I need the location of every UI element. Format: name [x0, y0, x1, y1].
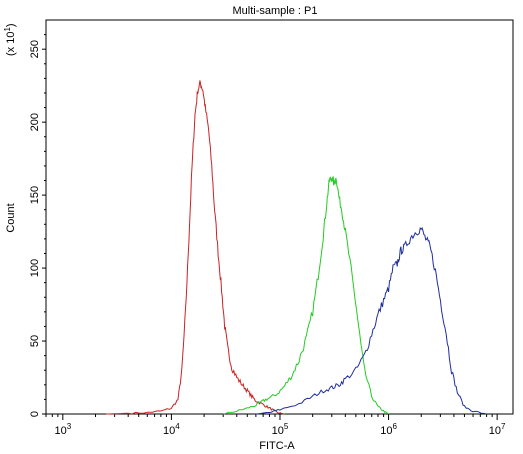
- x-tick-label-1: 104: [163, 422, 180, 437]
- y-multiplier-exponent: 1: [3, 27, 12, 32]
- x-axis-label: FITC-A: [259, 440, 295, 452]
- x-axis: 103 104 105 106 107: [45, 414, 506, 437]
- y-tick-label-1: 50: [29, 335, 41, 347]
- series-line-0: [105, 80, 285, 415]
- y-tick-label-4: 200: [29, 113, 41, 131]
- series-layer: [105, 80, 487, 415]
- series-line-1: [223, 176, 389, 415]
- y-tick-label-5: 250: [29, 40, 41, 58]
- y-tick-label-0: 0: [29, 411, 41, 417]
- y-axis: 0 50 100 150 200 250: [29, 34, 46, 417]
- y-multiplier-label: (x 101): [3, 23, 17, 56]
- x-tick-label-2: 105: [272, 422, 289, 437]
- y-multiplier-text: (x 10: [5, 32, 17, 56]
- series-line-2: [255, 227, 487, 415]
- x-tick-label-0: 103: [54, 422, 71, 437]
- y-tick-label-2: 100: [29, 259, 41, 277]
- chart-title: Multi-sample : P1: [233, 5, 318, 17]
- y-axis-label: Count: [5, 203, 17, 232]
- plot-frame: [45, 19, 514, 415]
- x-tick-label-3: 106: [380, 422, 397, 437]
- x-tick-label-4: 107: [489, 422, 506, 437]
- y-tick-label-3: 150: [29, 186, 41, 204]
